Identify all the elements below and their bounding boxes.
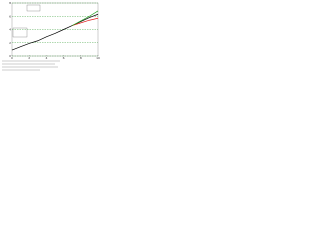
- x-tick-label: 8: [80, 56, 82, 60]
- series-line: [72, 10, 99, 26]
- legend-box: [12, 27, 28, 38]
- legend-box: [26, 4, 41, 12]
- y-tick-label: 2: [9, 41, 11, 45]
- series-line: [72, 17, 99, 26]
- y-tick-label: 0: [9, 54, 11, 58]
- x-tick-label: 10: [96, 56, 100, 60]
- y-tick-label: 6: [9, 14, 11, 18]
- x-tick-label: 4: [45, 56, 47, 60]
- footnote-lines: [2, 60, 60, 71]
- y-tick-label: 4: [9, 28, 11, 32]
- x-tick-label: 2: [28, 56, 30, 60]
- y-tick-label: 8: [9, 1, 11, 5]
- series-line: [11, 13, 99, 51]
- x-tick-label: 0: [11, 56, 13, 60]
- x-tick-label: 6: [63, 56, 65, 60]
